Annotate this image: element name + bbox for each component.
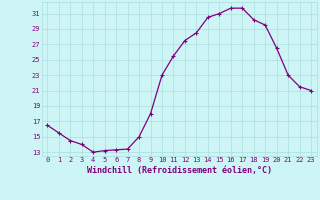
X-axis label: Windchill (Refroidissement éolien,°C): Windchill (Refroidissement éolien,°C): [87, 166, 272, 175]
